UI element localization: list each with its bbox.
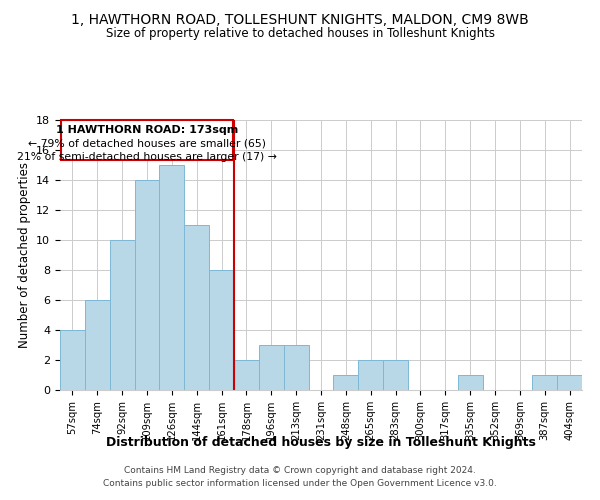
Bar [284, 345, 308, 390]
Bar [383, 360, 408, 390]
Bar [184, 225, 209, 390]
Bar [532, 375, 557, 390]
Bar [209, 270, 234, 390]
Text: ← 79% of detached houses are smaller (65): ← 79% of detached houses are smaller (65… [28, 138, 266, 148]
Text: 1 HAWTHORN ROAD: 173sqm: 1 HAWTHORN ROAD: 173sqm [56, 125, 238, 135]
Text: Size of property relative to detached houses in Tolleshunt Knights: Size of property relative to detached ho… [106, 28, 494, 40]
Text: Contains HM Land Registry data © Crown copyright and database right 2024.
Contai: Contains HM Land Registry data © Crown c… [103, 466, 497, 487]
Text: 21% of semi-detached houses are larger (17) →: 21% of semi-detached houses are larger (… [17, 152, 277, 162]
Bar [259, 345, 284, 390]
Text: Distribution of detached houses by size in Tolleshunt Knights: Distribution of detached houses by size … [106, 436, 536, 449]
Bar [110, 240, 134, 390]
Y-axis label: Number of detached properties: Number of detached properties [17, 162, 31, 348]
Bar [358, 360, 383, 390]
Bar [85, 300, 110, 390]
Bar [557, 375, 582, 390]
Text: 1, HAWTHORN ROAD, TOLLESHUNT KNIGHTS, MALDON, CM9 8WB: 1, HAWTHORN ROAD, TOLLESHUNT KNIGHTS, MA… [71, 12, 529, 26]
Bar [334, 375, 358, 390]
Bar [160, 165, 184, 390]
Bar [60, 330, 85, 390]
Bar [134, 180, 160, 390]
Bar [458, 375, 482, 390]
FancyBboxPatch shape [61, 120, 233, 160]
Bar [234, 360, 259, 390]
